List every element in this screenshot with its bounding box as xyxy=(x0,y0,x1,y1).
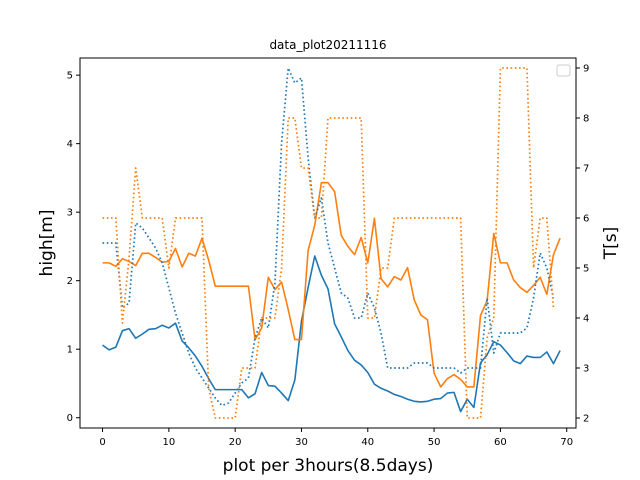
x-axis-ticks: 0 10 20 30 40 50 60 70 xyxy=(99,428,573,448)
y-left-tick-label: 3 xyxy=(67,208,73,219)
y-right-tick-label: 4 xyxy=(583,314,589,325)
x-tick-label: 30 xyxy=(295,437,308,448)
y-right-tick-label: 9 xyxy=(583,64,589,75)
x-tick-label: 70 xyxy=(560,437,573,448)
x-axis-label: plot per 3hours(8.5days) xyxy=(223,456,434,476)
series-layer xyxy=(102,67,561,419)
chart-title: data_plot20211116 xyxy=(269,38,386,52)
plot-frame xyxy=(79,57,577,429)
y-right-axis-label: T[s] xyxy=(601,227,621,261)
y-right-tick-label: 6 xyxy=(583,214,589,225)
series-1-left-solid-line xyxy=(102,255,561,413)
x-tick-label: 0 xyxy=(99,437,105,448)
x-tick-label: 60 xyxy=(494,437,507,448)
series-4-right-dotted-line xyxy=(102,67,555,419)
x-tick-label: 20 xyxy=(229,437,242,448)
y-right-axis-ticks: 2 3 4 5 6 7 8 9 xyxy=(576,64,589,425)
y-left-tick-label: 1 xyxy=(67,345,73,356)
y-left-tick-label: 0 xyxy=(67,413,73,424)
y-right-tick-label: 2 xyxy=(583,414,589,425)
y-right-tick-label: 5 xyxy=(583,264,589,275)
y-left-axis-ticks: 0 1 2 3 4 5 xyxy=(67,71,80,424)
x-tick-label: 10 xyxy=(162,437,175,448)
y-right-tick-label: 3 xyxy=(583,364,589,375)
y-right-tick-label: 7 xyxy=(583,164,589,175)
x-tick-label: 40 xyxy=(361,437,374,448)
y-left-tick-label: 4 xyxy=(67,139,73,150)
y-left-tick-label: 5 xyxy=(67,71,73,82)
y-left-tick-label: 2 xyxy=(67,276,73,287)
x-tick-label: 50 xyxy=(428,437,441,448)
legend-box xyxy=(556,64,571,77)
y-right-tick-label: 8 xyxy=(583,114,589,125)
y-left-axis-label: high[m] xyxy=(37,210,57,277)
series-2-left-solid-line xyxy=(102,181,561,388)
